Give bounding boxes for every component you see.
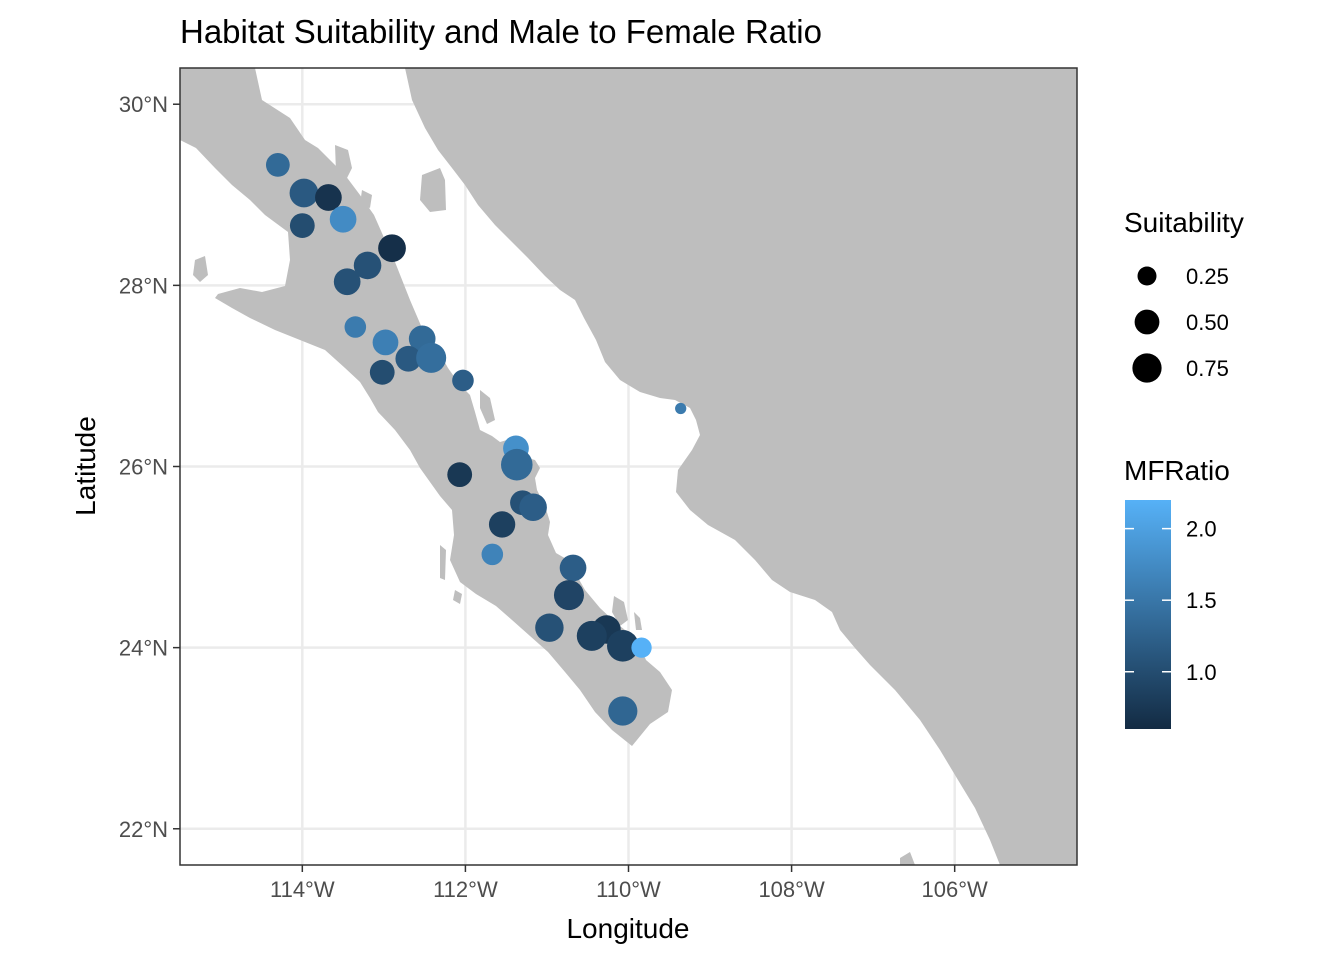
data-point — [631, 637, 651, 657]
data-point — [489, 511, 515, 537]
data-point — [345, 316, 367, 338]
data-point — [554, 580, 584, 610]
x-axis-title: Longitude — [566, 913, 689, 944]
data-point — [519, 493, 547, 521]
x-tick-label: 114°W — [270, 877, 335, 902]
x-tick-label: 106°W — [922, 877, 989, 902]
color-legend: MFRatio 1.0 1.5 2.0 — [1124, 455, 1230, 729]
data-point — [447, 462, 472, 487]
size-legend: Suitability 0.25 0.50 0.75 — [1124, 207, 1244, 383]
data-point — [334, 268, 361, 295]
y-tick-label: 26°N — [119, 455, 168, 480]
colorbar-label: 1.5 — [1186, 588, 1217, 613]
chart-title: Habitat Suitability and Male to Female R… — [180, 13, 822, 50]
y-tick-label: 28°N — [119, 273, 168, 298]
colorbar-label: 2.0 — [1186, 517, 1217, 542]
data-point — [560, 555, 587, 582]
colorbar — [1125, 500, 1171, 729]
size-legend-label: 0.25 — [1186, 264, 1229, 289]
x-tick-label: 108°W — [758, 877, 825, 902]
x-tick-label: 110°W — [596, 877, 661, 902]
data-point — [577, 621, 607, 651]
data-point — [315, 184, 342, 211]
data-point — [330, 206, 357, 233]
y-tick-label: 24°N — [119, 636, 168, 661]
size-legend-label: 0.50 — [1186, 310, 1229, 335]
y-axis-title: Latitude — [70, 416, 101, 516]
data-point — [535, 613, 563, 641]
size-legend-key — [1135, 310, 1160, 335]
data-point — [290, 213, 315, 238]
color-legend-title: MFRatio — [1124, 455, 1230, 486]
size-legend-key — [1132, 353, 1161, 382]
size-legend-label: 0.75 — [1186, 356, 1229, 381]
data-point — [373, 330, 399, 356]
data-point — [266, 153, 290, 177]
size-legend-key — [1138, 267, 1157, 286]
data-point — [608, 696, 637, 725]
data-point — [370, 360, 395, 385]
y-tick-label: 22°N — [119, 817, 168, 842]
data-point — [675, 403, 686, 414]
data-point — [290, 179, 319, 208]
data-point — [501, 449, 533, 481]
y-tick-label: 30°N — [119, 92, 168, 117]
data-point — [378, 234, 406, 262]
data-point — [416, 343, 446, 373]
data-point — [452, 370, 474, 392]
data-point — [482, 544, 504, 566]
size-legend-title: Suitability — [1124, 207, 1244, 238]
island-margarita — [440, 545, 446, 580]
x-tick-label: 112°W — [433, 877, 498, 902]
colorbar-label: 1.0 — [1186, 660, 1217, 685]
